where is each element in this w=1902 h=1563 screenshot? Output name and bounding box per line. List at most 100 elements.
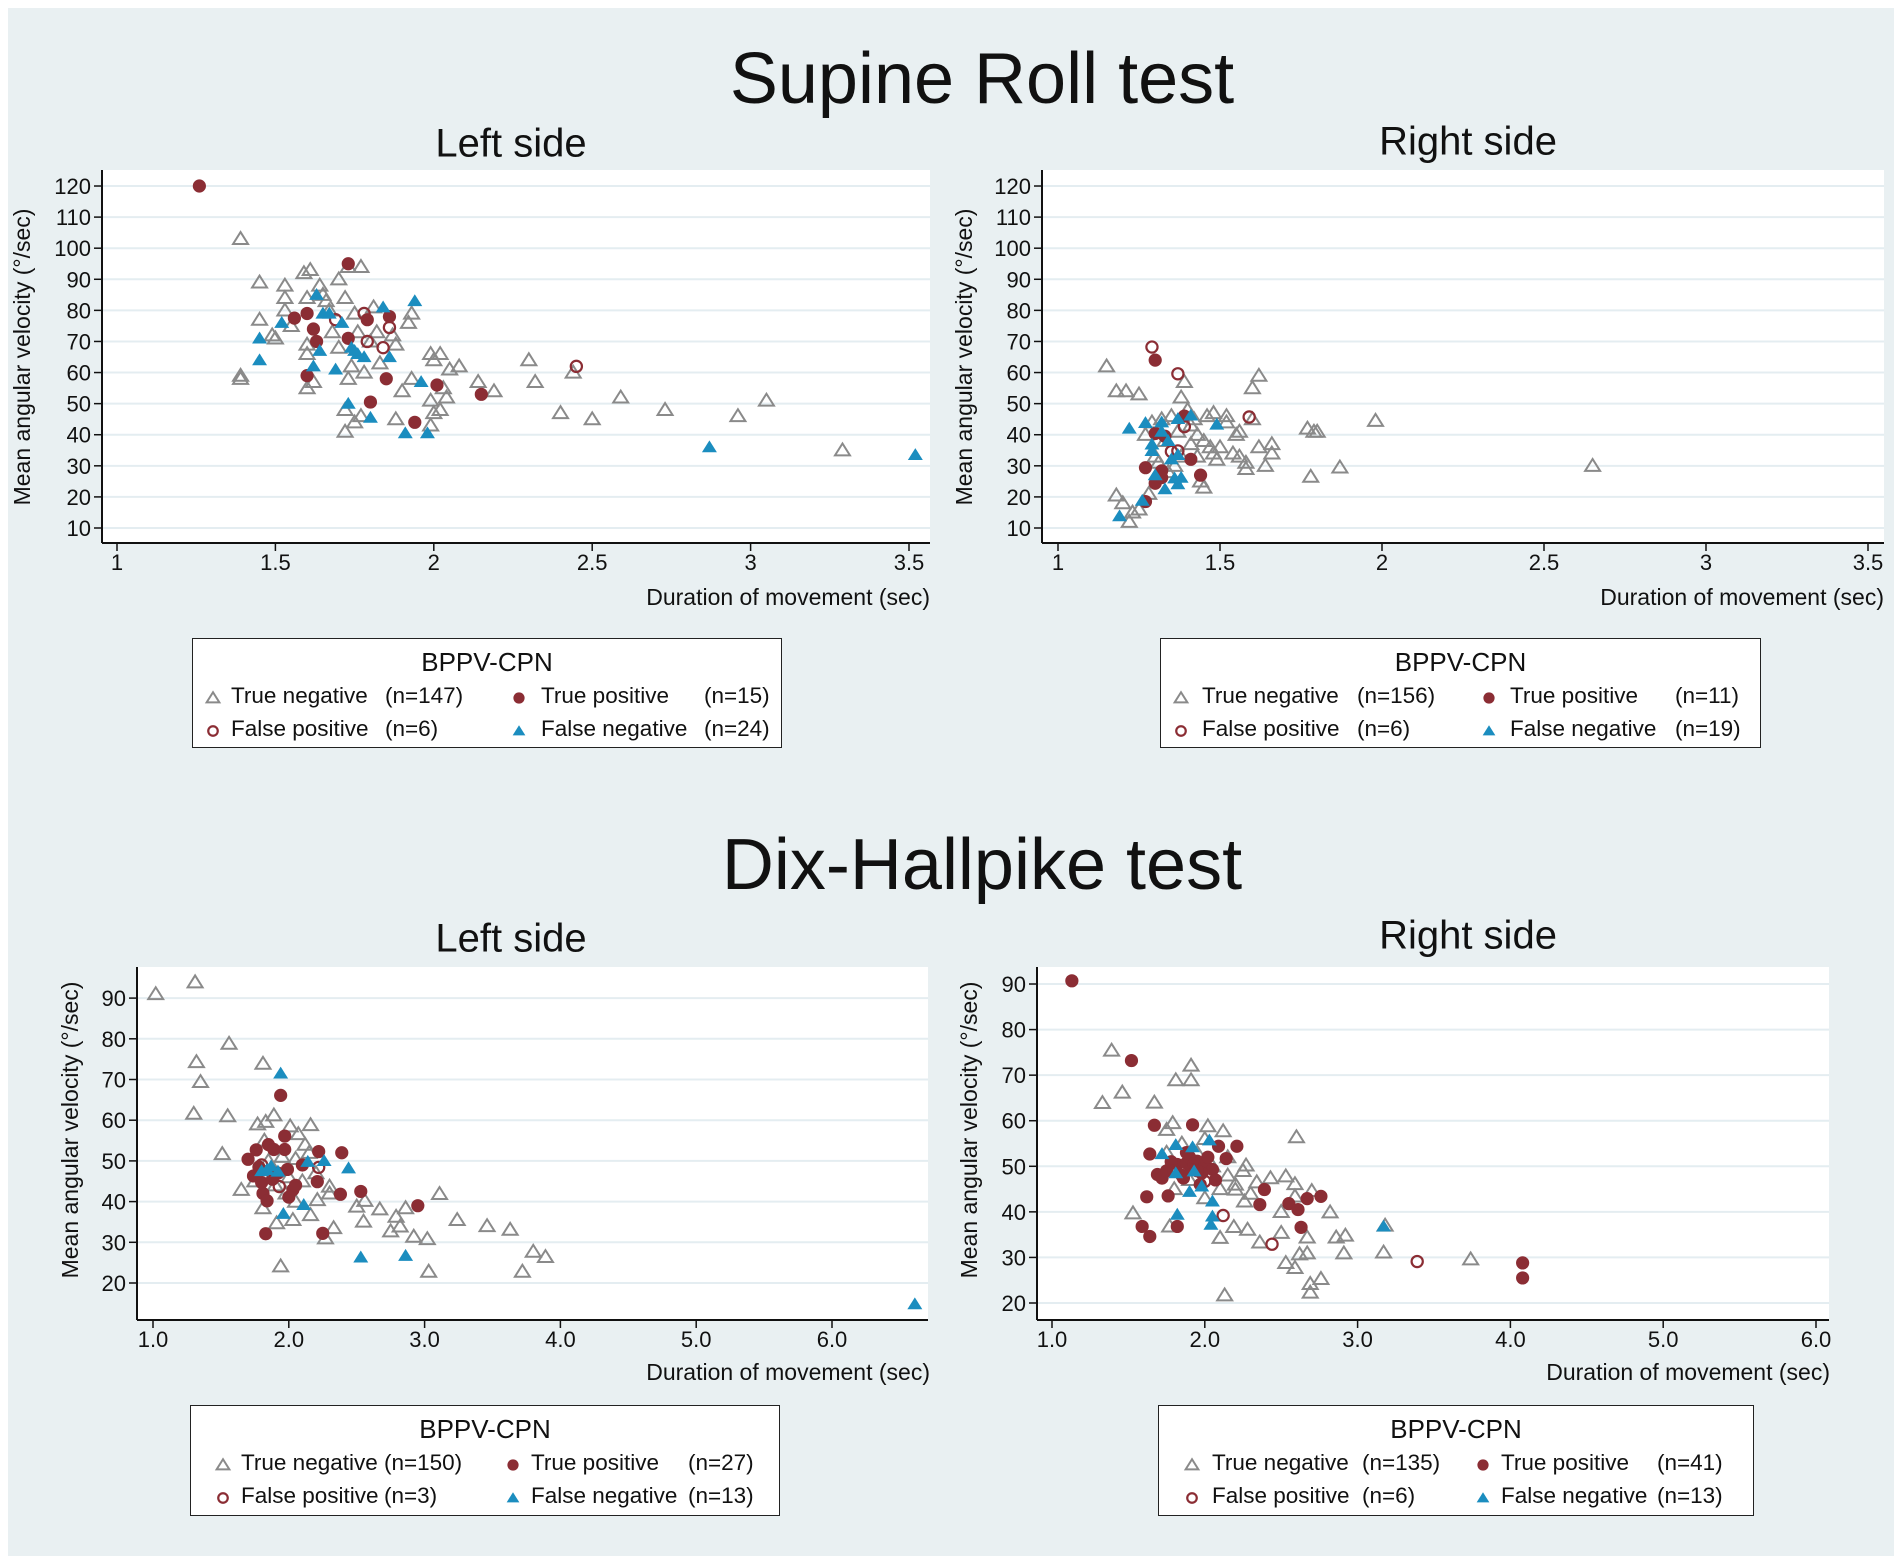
false-positive-point <box>1177 419 1192 434</box>
legend-count: (n=147) <box>385 683 464 708</box>
true-negative-point <box>1107 382 1126 398</box>
legend-label: True negative <box>231 683 368 708</box>
true-negative-point <box>320 1184 339 1200</box>
true-negative-point <box>354 363 374 379</box>
true-negative-point <box>1262 435 1282 451</box>
x-tick-label: 3 <box>744 550 756 575</box>
false-negative-point <box>419 426 435 439</box>
true-negative-point <box>316 292 336 308</box>
true-positive-point <box>287 311 302 325</box>
false-negative-point <box>274 316 290 328</box>
true-negative-point <box>1218 1166 1238 1182</box>
y-tick-label: 30 <box>1007 454 1031 479</box>
true-positive-point <box>1170 1219 1184 1234</box>
true-negative-point <box>1171 388 1191 404</box>
true-positive-point <box>1201 1150 1215 1164</box>
y-tick-label: 10 <box>1007 516 1031 541</box>
true-negative-point <box>1330 458 1350 474</box>
true-negative-point <box>253 1054 273 1070</box>
true-negative-point <box>1181 435 1201 451</box>
true-negative-point <box>370 354 390 370</box>
true-negative-point <box>281 317 301 333</box>
chart-title-dix-right: Right side <box>1379 913 1557 958</box>
true-negative-point <box>218 1107 237 1123</box>
true-positive-marker <box>513 692 525 704</box>
true-negative-point <box>264 1106 284 1122</box>
legend-label: True negative <box>241 1450 378 1475</box>
true-positive-point <box>1193 468 1208 482</box>
plot-area <box>1042 170 1884 543</box>
true-positive-point <box>1140 1190 1154 1204</box>
y-axis-label: Mean angular velocity (°/sec) <box>57 982 83 1279</box>
true-positive-point <box>1219 1151 1233 1166</box>
true-negative-point <box>1297 1228 1317 1244</box>
legend-label: True positive <box>1510 683 1638 708</box>
y-tick-label: 120 <box>54 174 91 199</box>
true-negative-point <box>468 373 488 388</box>
legend-label: True positive <box>1501 1450 1629 1475</box>
false-negative-point <box>1134 493 1150 506</box>
legend-title: BPPV-CPN <box>421 647 553 677</box>
true-negative-point <box>424 404 444 420</box>
false-negative-point <box>1209 417 1225 430</box>
y-tick-label: 90 <box>1007 267 1031 292</box>
true-negative-point <box>354 1212 373 1228</box>
true-negative-point <box>294 264 314 280</box>
true-negative-point <box>1226 1175 1245 1191</box>
false-negative-point <box>1163 452 1179 465</box>
false-positive-marker <box>1186 1492 1198 1504</box>
true-positive-point <box>335 1146 349 1160</box>
true-positive-point <box>1230 1139 1244 1153</box>
y-tick-label: 40 <box>1002 1200 1026 1225</box>
x-tick-label: 2.5 <box>1529 550 1560 575</box>
true-negative-point <box>430 1185 449 1200</box>
false-negative-point <box>1186 1164 1202 1177</box>
true-negative-point <box>219 1035 239 1050</box>
series-false-negative <box>1112 408 1225 522</box>
true-negative-point <box>320 1177 339 1193</box>
y-tick-label: 110 <box>996 205 1031 230</box>
y-tick-label: 70 <box>67 329 91 354</box>
true-positive-point <box>255 1175 269 1190</box>
true-positive-marker <box>1483 692 1495 704</box>
true-negative-point <box>1238 1220 1257 1236</box>
true-negative-point <box>402 304 421 320</box>
legend-label: False negative <box>541 716 688 741</box>
true-negative-point <box>1210 1180 1230 1196</box>
false-negative-icon <box>506 1492 520 1503</box>
section-title-supine-roll: Supine Roll test <box>729 39 1235 119</box>
legend-item-true-negative: True negative (n=147) <box>203 683 463 711</box>
true-negative-point <box>355 1192 375 1207</box>
legend-count: (n=150) <box>384 1450 463 1475</box>
false-negative-icon <box>512 725 526 736</box>
true-positive-point <box>408 415 422 429</box>
true-negative-point <box>1261 1169 1280 1185</box>
y-tick-label: 80 <box>1002 1018 1026 1043</box>
true-negative-point <box>250 311 269 326</box>
legend-count: (n=24) <box>704 716 770 741</box>
y-tick-label: 40 <box>102 1190 126 1215</box>
legend-label: False positive <box>1212 1483 1350 1508</box>
true-positive-point <box>1291 1202 1305 1217</box>
true-positive-point <box>354 1184 368 1199</box>
true-negative-marker <box>204 690 222 704</box>
true-negative-point <box>300 261 320 277</box>
true-negative-icon <box>1172 690 1190 704</box>
false-negative-point <box>1160 434 1176 447</box>
x-tick-label: 5.0 <box>1648 1327 1679 1352</box>
false-negative-point <box>381 350 397 363</box>
legend-count: (n=15) <box>704 683 770 708</box>
false-negative-point <box>1201 1133 1217 1146</box>
false-positive-point <box>360 334 374 349</box>
y-tick-label: 70 <box>102 1068 126 1093</box>
true-negative-point <box>404 1227 424 1243</box>
false-negative-point <box>347 343 363 356</box>
true-negative-point <box>250 273 269 289</box>
true-positive-point <box>1300 1192 1314 1206</box>
true-negative-point <box>419 1262 438 1278</box>
true-negative-point <box>430 345 450 360</box>
true-positive-icon <box>513 692 525 704</box>
legend-label: False negative <box>1510 716 1657 741</box>
x-tick-label: 6.0 <box>1801 1327 1832 1352</box>
true-positive-point <box>274 1088 288 1102</box>
